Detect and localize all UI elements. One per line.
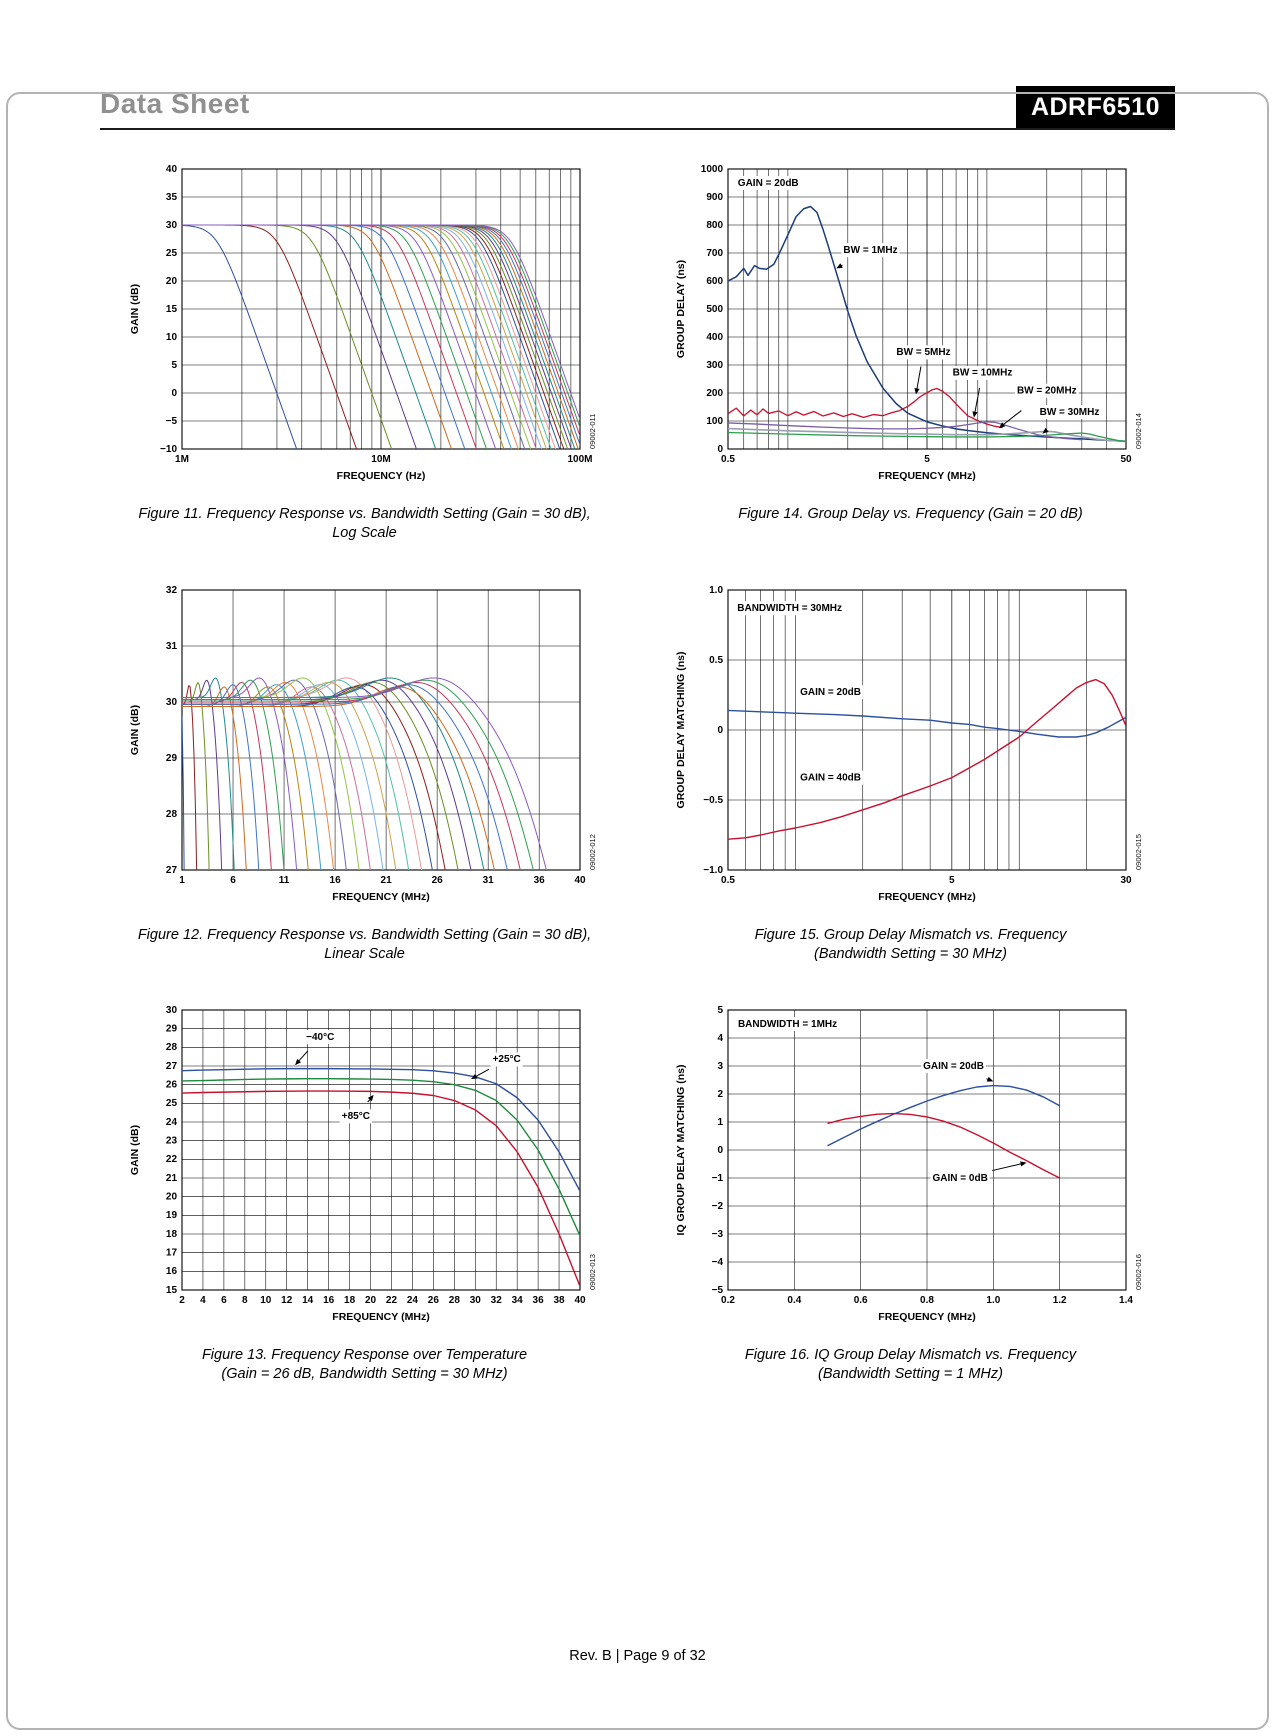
caption-line: Figure 13. Frequency Response over Tempe… (201, 1347, 528, 1364)
figure-14: Figure 14. Group Delay vs. Frequency (Ga… (650, 156, 1172, 543)
doc-type-label: Data Sheet (100, 88, 250, 119)
figure-12-chart (121, 576, 608, 917)
figure-13: Figure 13. Frequency Response over Tempe… (104, 997, 626, 1384)
figure-12-caption: Figure 12. Frequency Response vs. Bandwi… (138, 926, 591, 964)
figure-13-caption: Figure 13. Frequency Response over Tempe… (202, 1346, 527, 1384)
figure-12: Figure 12. Frequency Response vs. Bandwi… (104, 576, 626, 964)
caption-line: Figure 16. IQ Group Delay Mismatch vs. F… (744, 1347, 1077, 1364)
caption-line: Figure 15. Group Delay Mismatch vs. Freq… (754, 926, 1067, 943)
figure-11: Figure 11. Frequency Response vs. Bandwi… (104, 156, 626, 543)
caption-line: (Gain = 26 dB, Bandwidth Setting = 30 MH… (221, 1366, 508, 1383)
figure-11-chart (121, 156, 608, 496)
caption-line: Figure 11. Frequency Response vs. Bandwi… (138, 506, 591, 522)
caption-line: Figure 14. Group Delay vs. Frequency (Ga… (738, 506, 1083, 522)
figure-15-chart (667, 576, 1154, 917)
figure-16-chart (667, 997, 1154, 1338)
figures-grid: Figure 11. Frequency Response vs. Bandwi… (0, 156, 1275, 1384)
figure-14-caption: Figure 14. Group Delay vs. Frequency (Ga… (738, 505, 1083, 524)
figure-11-caption: Figure 11. Frequency Response vs. Bandwi… (138, 505, 590, 543)
page-header: Data Sheet ADRF6510 (100, 86, 1175, 130)
figure-14-chart (667, 156, 1154, 496)
caption-line: Linear Scale (324, 945, 405, 962)
figure-16-caption: Figure 16. IQ Group Delay Mismatch vs. F… (745, 1346, 1076, 1384)
figure-13-chart (121, 997, 608, 1338)
caption-line: (Bandwidth Setting = 30 MHz) (813, 945, 1008, 962)
page-footer: Rev. B | Page 9 of 32 (0, 1648, 1275, 1664)
caption-line: Figure 12. Frequency Response vs. Bandwi… (137, 926, 592, 943)
caption-line: (Bandwidth Setting = 1 MHz) (818, 1366, 1003, 1383)
part-number: ADRF6510 (1015, 86, 1175, 128)
footer-text: Rev. B | Page 9 of 32 (569, 1648, 706, 1664)
figure-15-caption: Figure 15. Group Delay Mismatch vs. Freq… (755, 926, 1067, 964)
caption-line: Log Scale (332, 524, 397, 541)
figure-15: Figure 15. Group Delay Mismatch vs. Freq… (650, 576, 1172, 964)
figure-16: Figure 16. IQ Group Delay Mismatch vs. F… (650, 997, 1172, 1384)
